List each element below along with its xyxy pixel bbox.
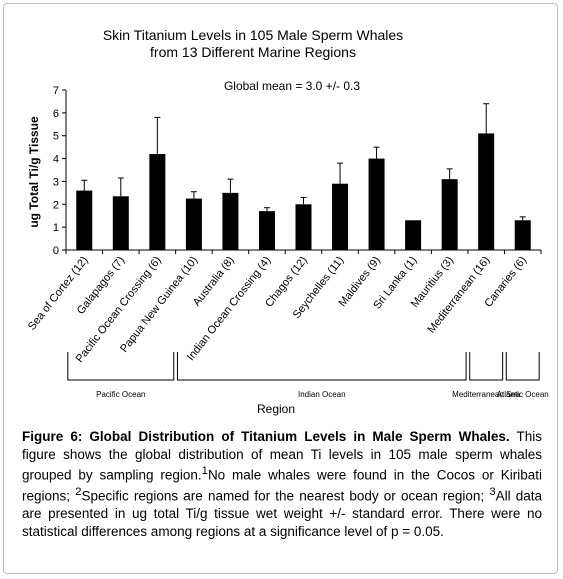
bar [295,204,312,250]
bars [76,103,531,250]
global-mean-annotation: Global mean = 3.0 +/- 0.3 [224,79,360,93]
x-tick-label: Papua New Guinea (10) [118,254,200,354]
chart-title: Skin Titanium Levels in 105 Male Sperm W… [103,27,403,60]
figure-frame [3,3,558,574]
x-tick-label: Sea of Cortez (12) [26,254,91,332]
y-tick-label: 3 [53,176,59,188]
x-tick-label: Mediterranean (16) [425,254,492,335]
bar [149,154,166,250]
chart-title-line-2: from 13 Different Marine Regions [150,44,356,60]
axes: 0 1 2 3 4 5 6 7 [53,85,542,257]
caption-text-3: Specific regions are named for the neare… [81,488,490,504]
y-tick-label: 6 [53,108,59,120]
y-tick-label: 1 [53,222,59,234]
y-tick-label: 7 [53,85,59,97]
y-tick-label: 5 [53,131,59,143]
caption-text-1: This figure shows the global distributio… [22,429,542,483]
region-group-label: Mediterranean Sea [452,390,521,399]
region-group-label: Atlantic Ocean [497,390,549,399]
bar [332,183,349,250]
y-axis-label: ug Total Ti/g Tissue [27,116,41,228]
caption-text-2: No male whales were found in the Cocos o… [22,467,543,504]
caption-title: Figure 6: Global Distribution of Titaniu… [22,429,510,444]
bar-chart: Skin Titanium Levels in 105 Male Sperm W… [26,27,549,416]
x-tick-labels: Sea of Cortez (12)Galapagos (7)Pacific O… [26,254,529,364]
chart-title-line-1: Skin Titanium Levels in 105 Male Sperm W… [103,27,403,43]
bar [441,179,458,250]
bar [478,133,495,250]
figure-caption: Figure 6: Global Distribution of Titaniu… [22,428,542,541]
caption-footnote-2: 2 [75,486,82,499]
bar [185,198,202,250]
caption-footnote-1: 1 [201,465,208,478]
y-tick-label: 2 [53,199,59,211]
region-group-label: Pacific Ocean [96,390,145,399]
bar [405,220,422,250]
region-group-label: Indian Ocean [298,390,346,399]
x-axis-label: Region [257,402,295,416]
bar [112,196,129,250]
region-group-bracket [67,352,175,381]
bar [76,190,93,250]
y-tick-label: 4 [53,154,59,166]
region-group-bracket [469,352,504,381]
bar [258,211,275,250]
caption-footnote-3: 3 [489,486,496,499]
region-group-bracket [176,352,467,381]
y-tick-label: 0 [53,245,59,257]
caption-text-4: All data are presented in ug total Ti/g … [22,488,543,539]
bar [222,192,239,250]
bar [514,220,531,250]
region-groups: Pacific Ocean Indian Ocean Mediterranean S… [67,352,549,399]
region-group-bracket [505,352,540,381]
bar [368,158,385,250]
